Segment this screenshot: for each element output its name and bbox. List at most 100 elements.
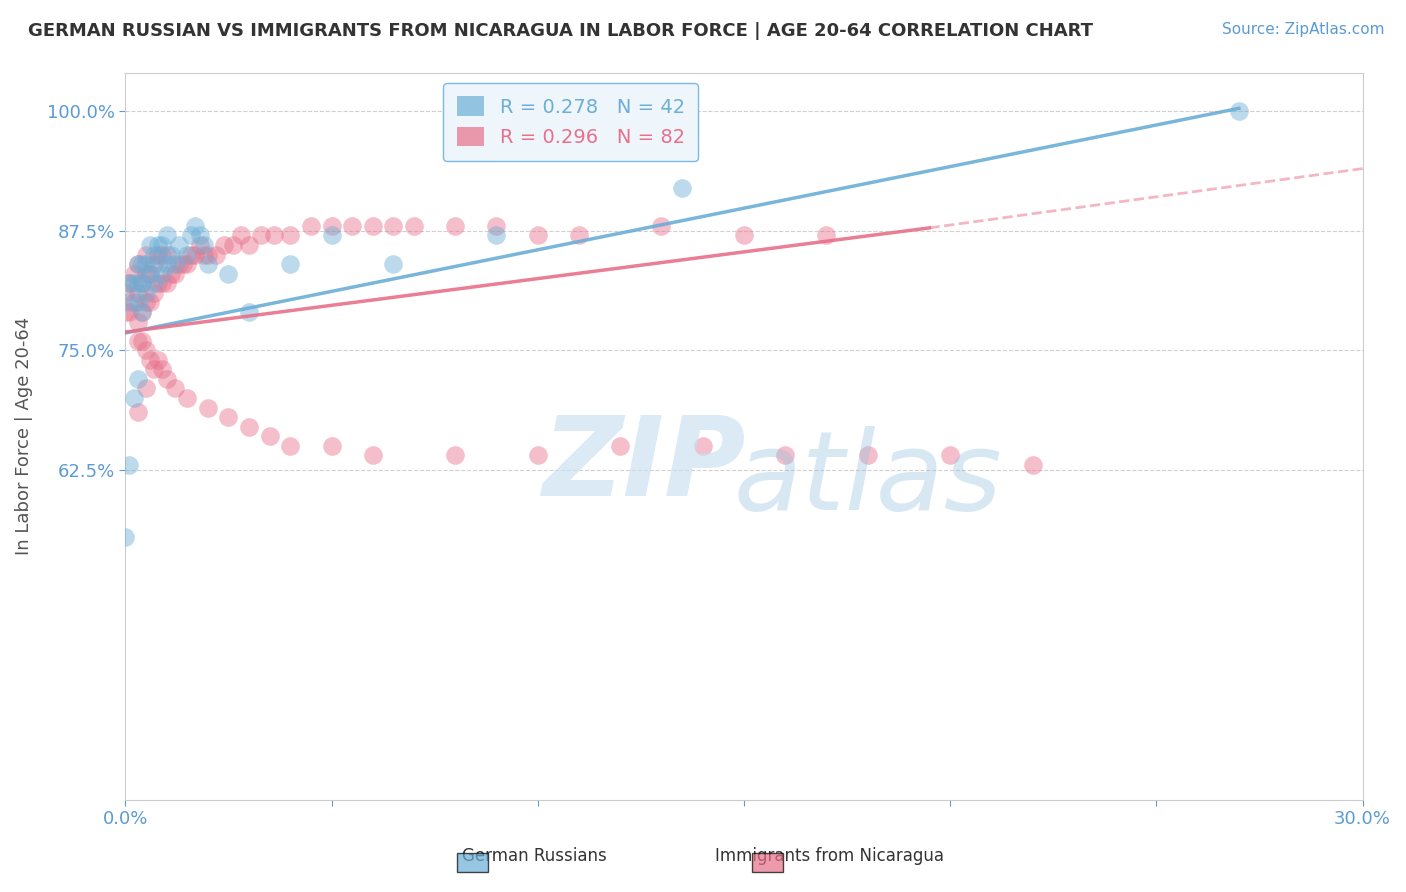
Point [159, 267, 181, 281]
Point [135, 267, 157, 281]
Point [127, 277, 149, 291]
Point [127, 295, 149, 310]
Point [139, 352, 162, 367]
Point [221, 238, 243, 252]
Point [184, 247, 207, 261]
Text: Immigrants from Nicaragua: Immigrants from Nicaragua [716, 847, 943, 865]
Point [143, 257, 166, 271]
Point [197, 257, 219, 271]
Point [692, 439, 714, 453]
Point [155, 372, 177, 386]
Point [444, 449, 467, 463]
Point [152, 277, 174, 291]
Point [131, 277, 153, 291]
Point [163, 267, 186, 281]
Point [321, 219, 343, 233]
Point [167, 238, 190, 252]
Point [139, 267, 162, 281]
Point [188, 228, 211, 243]
Text: atlas: atlas [734, 426, 1002, 533]
Point [568, 228, 591, 243]
Point [122, 295, 145, 310]
Point [382, 219, 405, 233]
Point [229, 228, 252, 243]
Point [152, 238, 174, 252]
Point [135, 247, 157, 261]
Point [131, 305, 153, 319]
Point [139, 238, 162, 252]
Point [444, 219, 467, 233]
Point [152, 247, 174, 261]
Point [131, 277, 153, 291]
Point [485, 228, 508, 243]
Point [180, 228, 202, 243]
Point [263, 228, 285, 243]
Point [1021, 458, 1043, 472]
Point [321, 439, 343, 453]
Text: Source: ZipAtlas.com: Source: ZipAtlas.com [1222, 22, 1385, 37]
Point [671, 180, 693, 194]
Point [127, 285, 149, 300]
Point [184, 219, 207, 233]
Point [299, 219, 322, 233]
Point [135, 257, 157, 271]
Y-axis label: In Labor Force | Age 20-64: In Labor Force | Age 20-64 [15, 318, 32, 556]
Point [197, 247, 219, 261]
Point [148, 247, 170, 261]
Point [939, 449, 962, 463]
Point [122, 277, 145, 291]
Point [139, 267, 162, 281]
Legend: R = 0.278   N = 42, R = 0.296   N = 82: R = 0.278 N = 42, R = 0.296 N = 82 [443, 83, 699, 161]
Point [139, 295, 162, 310]
Point [163, 257, 186, 271]
Point [278, 439, 301, 453]
Point [114, 305, 136, 319]
Point [650, 219, 672, 233]
Point [172, 257, 194, 271]
Point [217, 267, 239, 281]
Point [361, 449, 384, 463]
Point [135, 285, 157, 300]
Point [815, 228, 838, 243]
Point [135, 381, 157, 395]
Point [148, 257, 170, 271]
Point [167, 257, 190, 271]
Point [217, 410, 239, 425]
Point [127, 257, 149, 271]
Point [114, 530, 136, 544]
Point [143, 247, 166, 261]
Point [773, 449, 796, 463]
Point [155, 257, 177, 271]
Point [127, 405, 149, 419]
Point [238, 305, 260, 319]
Point [127, 372, 149, 386]
Point [122, 267, 145, 281]
Point [163, 381, 186, 395]
Text: German Russians: German Russians [463, 847, 606, 865]
Point [143, 362, 166, 376]
Point [127, 257, 149, 271]
Point [259, 429, 281, 443]
Point [176, 247, 198, 261]
Point [402, 219, 425, 233]
Point [148, 238, 170, 252]
Point [278, 228, 301, 243]
Point [131, 305, 153, 319]
Point [143, 277, 166, 291]
Point [127, 334, 149, 348]
Point [118, 277, 141, 291]
Point [733, 228, 755, 243]
Point [118, 295, 141, 310]
Point [155, 228, 177, 243]
Point [176, 257, 198, 271]
Point [250, 228, 273, 243]
Point [238, 419, 260, 434]
Point [609, 439, 631, 453]
Point [148, 352, 170, 367]
Point [193, 238, 215, 252]
Point [1227, 104, 1250, 119]
Point [143, 285, 166, 300]
Text: ZIP: ZIP [543, 412, 747, 519]
Point [159, 247, 181, 261]
Point [118, 277, 141, 291]
